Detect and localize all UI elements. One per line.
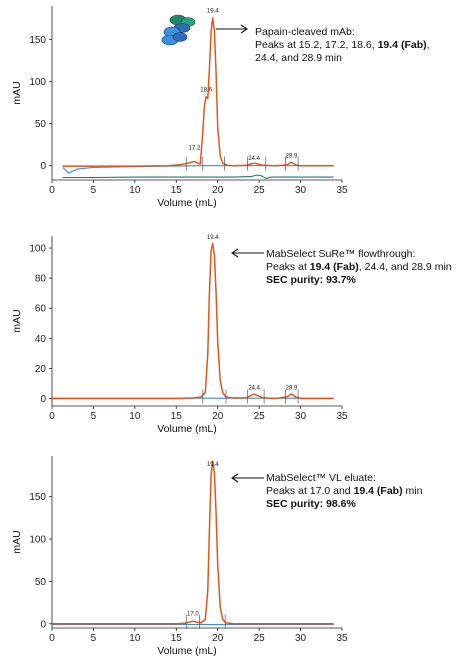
peak-label: 19.4 [207,235,219,241]
y-tick-label: 100 [29,244,46,255]
y-tick-label: 50 [35,577,47,588]
x-tick-label: 30 [295,185,307,196]
y-tick-label: 150 [29,492,46,503]
x-tick-label: 10 [129,633,141,644]
x-axis-title: Volume (mL) [157,423,217,435]
annotation-text: min [402,485,423,497]
x-tick-label: 20 [212,185,224,196]
annotation-text: , 24.4, and 28.9 min [358,261,452,273]
x-tick-label: 15 [171,185,183,196]
annotation-line: SEC purity: 93.7% [266,274,452,287]
peak-label: 28.9 [286,153,298,159]
annotation-text: SEC purity: 93.7% [266,274,356,286]
peak-label: 18.6 [200,88,212,94]
y-tick-label: 20 [35,364,47,375]
annotation-text: , [426,39,430,51]
annotation-text: SEC purity: 98.6% [266,498,356,510]
x-tick-label: 35 [336,633,348,644]
annotation-line: MabSelect™ VL eluate: [266,472,422,485]
x-tick-label: 25 [254,185,266,196]
annotation-line: Peaks at 19.4 (Fab), 24.4, and 28.9 min [266,261,452,274]
chart-panel-2: 0 5 10 15 20 25 30 35 0 20 40 60 80 100 Volume (mL) mAU… [11,235,348,435]
y-tick-label: 0 [40,161,46,172]
annotation-text: 19.4 (Fab) [353,485,403,497]
panel-2-annotation: MabSelect SuRe™ flowthrough: Peaks at 19.… [266,248,452,287]
y-tick-label: 0 [40,394,46,405]
chart-panel-3: 0 5 10 15 20 25 30 35 0 50 100 150 Volume (mL) mAU 19.… [11,456,348,657]
panel-3-annotation: MabSelect™ VL eluate: Peaks at 17.0 and 1… [266,472,422,511]
x-tick-label: 15 [171,633,183,644]
peak-label: 19.4 [207,9,219,15]
annotation-arrow-head [240,24,248,34]
series-line-1 [62,17,334,167]
molecule-domain [172,32,188,42]
annotation-text: MabSelect™ VL eluate: [266,472,376,484]
annotation-text: 19.4 (Fab) [309,261,359,273]
fab-molecule-icon [161,14,196,46]
annotation-text: Papain-cleaved mAb: [255,26,355,38]
y-tick-label: 100 [29,535,46,546]
annotation-line: 24.4, and 28.9 min [255,52,430,65]
y-tick-label: 150 [29,35,46,46]
annotation-text: Peaks at [266,261,310,273]
x-tick-label: 25 [254,411,266,422]
peak-label: 28.9 [286,385,298,391]
peak-label: 24.4 [248,156,260,162]
peak-label: 17.0 [187,611,199,617]
y-tick-label: 50 [35,119,47,130]
x-tick-label: 20 [212,633,224,644]
annotation-text: 19.4 (Fab) [377,39,427,51]
peak-label: 17.2 [189,146,201,152]
annotation-text: Peaks at 15.2, 17.2, 18.6, [255,39,378,51]
x-tick-label: 10 [129,185,141,196]
x-tick-label: 35 [336,411,348,422]
x-tick-label: 5 [91,633,97,644]
x-tick-label: 5 [91,185,97,196]
x-tick-label: 30 [295,411,307,422]
y-tick-label: 40 [35,334,47,345]
x-axis-title: Volume (mL) [157,645,217,657]
annotation-text: Peaks at 17.0 and [266,485,354,497]
x-tick-label: 10 [129,411,141,422]
x-axis-title: Volume (mL) [157,197,217,209]
y-tick-label: 60 [35,304,47,315]
y-tick-label: 80 [35,274,47,285]
y-axis-title: mAU [11,530,23,553]
annotation-text: MabSelect SuRe™ flowthrough: [266,248,416,260]
annotation-line: SEC purity: 98.6% [266,498,422,511]
x-tick-label: 20 [212,411,224,422]
annotation-text: 24.4, and 28.9 min [255,52,342,64]
series-line-2 [62,165,334,174]
annotation-line: MabSelect SuRe™ flowthrough: [266,248,452,261]
x-tick-label: 0 [49,185,55,196]
annotation-line: Peaks at 15.2, 17.2, 18.6, 19.4 (Fab), [255,39,430,52]
x-tick-label: 0 [49,633,55,644]
series-line-3 [62,174,334,179]
panel-1-annotation: Papain-cleaved mAb: Peaks at 15.2, 17.2, … [255,26,430,65]
x-tick-label: 25 [254,633,266,644]
series-line-1 [52,242,334,400]
annotation-line: Peaks at 17.0 and 19.4 (Fab) min [266,485,422,498]
peak-label: 24.4 [248,385,260,391]
annotation-line: Papain-cleaved mAb: [255,26,430,39]
y-tick-label: 0 [40,619,46,630]
chart-panel-1: 0 5 10 15 20 25 30 35 0 50 100 150 Volume (mL) mAU 19.… [11,6,348,209]
x-tick-label: 35 [336,185,348,196]
peak-label: 19.4 [207,462,219,468]
annotation-arrow-head [231,248,239,258]
x-tick-label: 15 [171,411,183,422]
y-tick-label: 100 [29,77,46,88]
x-tick-label: 0 [49,411,55,422]
annotation-arrow-head [231,473,239,483]
x-tick-label: 5 [91,411,97,422]
x-tick-label: 30 [295,633,307,644]
y-axis-title: mAU [11,81,23,104]
y-axis-title: mAU [11,309,23,332]
